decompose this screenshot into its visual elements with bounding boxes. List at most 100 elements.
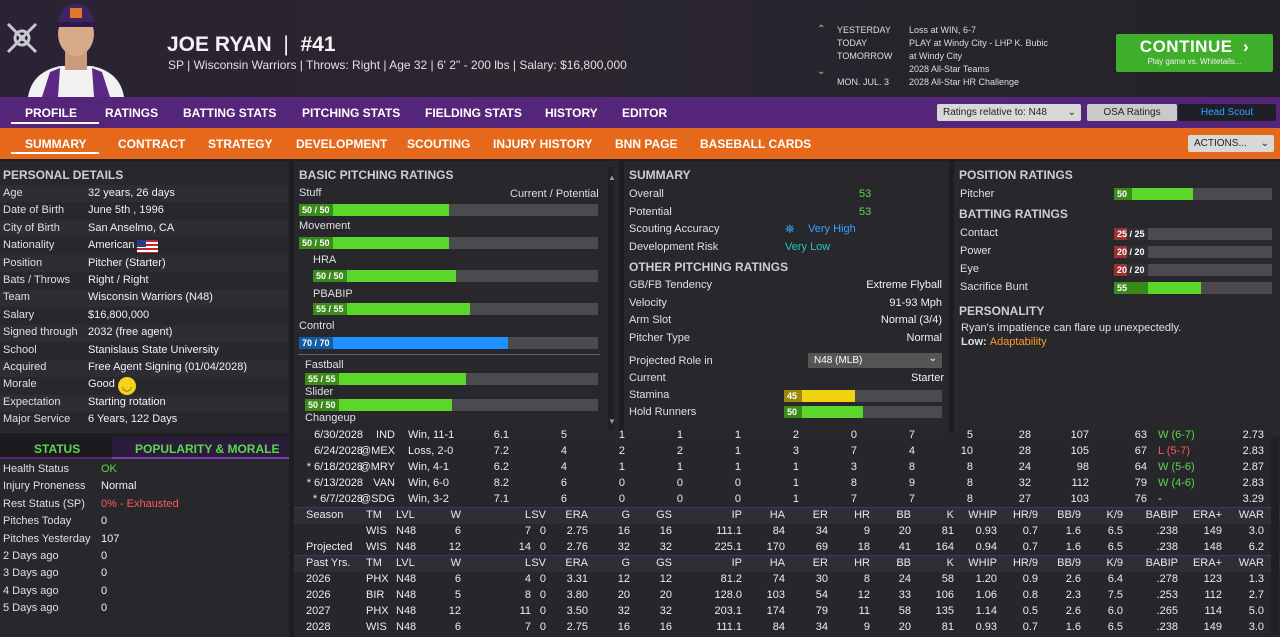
- season-cell: 16: [617, 525, 630, 537]
- tab-profile[interactable]: PROFILE: [25, 106, 78, 120]
- past-cell: PHX: [366, 605, 389, 617]
- scouting-accuracy-value: Very High: [808, 223, 856, 235]
- detail-label: Major Service: [3, 413, 71, 426]
- game-log-cell: * 6/7/2028: [312, 493, 363, 505]
- scroll-down-icon[interactable]: ▼: [608, 417, 616, 426]
- season-cell: 41: [898, 541, 911, 553]
- projected-role-select[interactable]: N48 (MLB) ⌄: [808, 353, 942, 368]
- season-cell: 0: [539, 541, 546, 553]
- subtab-bnn-page[interactable]: BNN PAGE: [615, 137, 678, 151]
- schedule-info[interactable]: at Windy City: [909, 51, 963, 61]
- past-cell: 1.3: [1248, 573, 1264, 585]
- bar-value: 50 / 50: [302, 238, 330, 248]
- subtab-summary[interactable]: SUMMARY: [25, 137, 87, 151]
- past-cell: .253: [1156, 589, 1178, 601]
- bar-value: 55 / 55: [308, 374, 336, 384]
- past-cell: 16: [617, 621, 630, 633]
- popularity-tab[interactable]: [112, 437, 289, 459]
- season-cell: 0.7: [1022, 541, 1038, 553]
- season-header-cell: BB: [896, 509, 911, 521]
- schedule-up-icon[interactable]: ⌃: [817, 24, 826, 35]
- past-cell: 2.3: [1065, 589, 1081, 601]
- season-header-cell: SV: [531, 509, 546, 521]
- tab-editor[interactable]: EDITOR: [622, 106, 668, 120]
- game-log-cell: 1: [618, 461, 625, 473]
- subtab-contract[interactable]: CONTRACT: [118, 137, 186, 151]
- schedule-info[interactable]: PLAY at Windy City - LHP K. Bubic: [909, 38, 1049, 48]
- batting-rating-label: Contact: [960, 227, 998, 239]
- season-cell: WIS: [366, 541, 387, 553]
- bar-fill: [1114, 246, 1127, 258]
- batting-rating-bar: 25 / 25: [1114, 228, 1272, 240]
- tab-batting-stats[interactable]: BATTING STATS: [183, 106, 277, 120]
- status-value: Normal: [101, 480, 137, 493]
- smiley-icon: ◡: [118, 377, 136, 395]
- tab-history[interactable]: HISTORY: [545, 106, 598, 120]
- head-scout-button[interactable]: Head Scout: [1178, 104, 1276, 121]
- pitcher-rating-label: Pitcher: [960, 188, 995, 200]
- pitch-rating-bar: 50 / 50: [313, 270, 598, 282]
- subtab-underline: [11, 152, 99, 154]
- season-cell: 2.76: [566, 541, 588, 553]
- status-label: 5 Days ago: [3, 602, 59, 615]
- past-cell: 0: [539, 605, 546, 617]
- season-header-cell: ER: [812, 509, 828, 521]
- bar-fill: [784, 390, 855, 402]
- past-cell: 24: [898, 573, 911, 585]
- tab-ratings[interactable]: RATINGS: [105, 106, 159, 120]
- bar-badge: [305, 373, 339, 385]
- schedule-info[interactable]: 2028 All-Star HR Challenge: [909, 77, 1020, 87]
- season-header-cell: BB/9: [1057, 509, 1081, 521]
- season-header-cell: LVL: [396, 509, 415, 521]
- past-header-cell: HR: [854, 557, 870, 569]
- past-header-cell: GS: [656, 557, 672, 569]
- game-log-cell: 8: [966, 461, 973, 473]
- tab-pitching-stats[interactable]: PITCHING STATS: [302, 106, 401, 120]
- past-cell: 0: [539, 621, 546, 633]
- divider: [298, 354, 600, 355]
- ratings-relative-select[interactable]: Ratings relative to: N48 ⌄: [937, 104, 1081, 121]
- team-logo-icon: [4, 20, 40, 56]
- season-cell: 32: [617, 541, 630, 553]
- subtab-scouting[interactable]: SCOUTING: [407, 137, 471, 151]
- tab-fielding-stats[interactable]: FIELDING STATS: [425, 106, 522, 120]
- game-log-cell: 0: [618, 477, 625, 489]
- chevron-down-icon: ⌄: [928, 353, 937, 364]
- subtab-development[interactable]: DEVELOPMENT: [296, 137, 388, 151]
- bar-fill: [784, 406, 863, 418]
- past-cell: 6: [454, 621, 461, 633]
- schedule-info[interactable]: Loss at WIN, 6-7: [909, 25, 977, 35]
- scrollbar[interactable]: [608, 167, 614, 431]
- osa-ratings-button[interactable]: OSA Ratings: [1087, 104, 1177, 121]
- past-cell: 0.5: [1022, 605, 1038, 617]
- subtab-baseball-cards[interactable]: BASEBALL CARDS: [700, 137, 812, 151]
- past-cell: .238: [1156, 621, 1178, 633]
- subtab-strategy[interactable]: STRATEGY: [208, 137, 273, 151]
- status-tab[interactable]: [0, 437, 112, 459]
- past-cell: 0.8: [1022, 589, 1038, 601]
- scroll-up-icon[interactable]: ▲: [608, 173, 616, 182]
- subtab-injury-history[interactable]: INJURY HISTORY: [493, 137, 593, 151]
- actions-menu[interactable]: ACTIONS... ⌄: [1188, 135, 1274, 152]
- game-log-cell: 4: [560, 445, 567, 457]
- continue-button[interactable]: CONTINUE › Play game vs. Whitetails...: [1116, 34, 1273, 72]
- bar-value: 45: [787, 391, 798, 401]
- past-cell: 6.4: [1107, 573, 1123, 585]
- game-log-cell: 1: [676, 429, 683, 441]
- game-log-cell: 1: [792, 493, 799, 505]
- summary-panel: SUMMARY Overall 53 Potential 53 Scouting…: [624, 161, 949, 433]
- past-cell: 11: [858, 605, 870, 617]
- bar-badge: [784, 390, 802, 402]
- game-log-cell: -: [1158, 493, 1162, 505]
- schedule-down-icon[interactable]: ⌄: [817, 66, 826, 77]
- overall-label: Overall: [629, 188, 664, 200]
- table-scrollbar[interactable]: [1271, 437, 1279, 635]
- past-header-cell: W: [450, 557, 461, 569]
- game-log-cell: * 6/18/2028: [306, 461, 363, 473]
- past-cell: 33: [898, 589, 911, 601]
- schedule-info[interactable]: 2028 All-Star Teams: [909, 64, 990, 74]
- detail-value: Free Agent Signing (01/04/2028): [88, 361, 248, 373]
- past-header-row: [294, 555, 1280, 572]
- bar-badge: [1114, 188, 1132, 200]
- game-log-cell: 6: [560, 477, 567, 489]
